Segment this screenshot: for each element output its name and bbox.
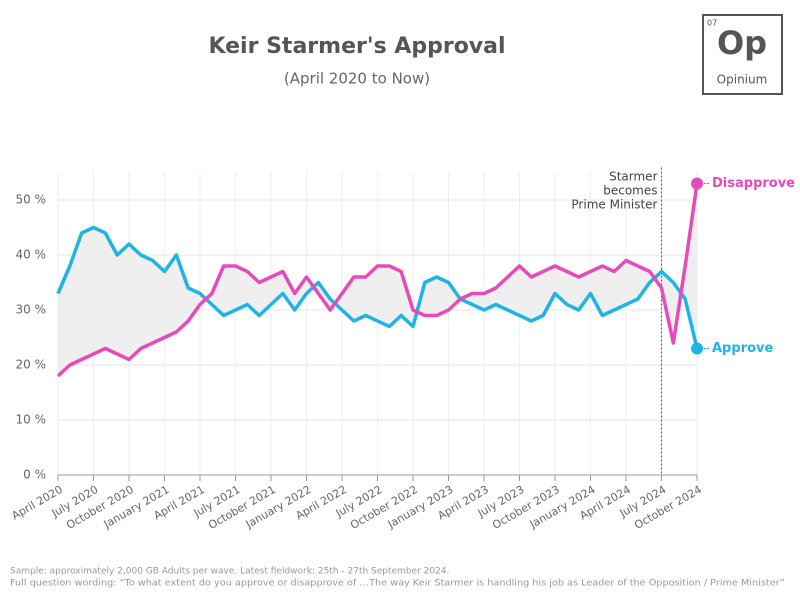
note: Full question wording: “To what extent d… bbox=[10, 579, 785, 589]
logo-number: 07 bbox=[707, 19, 717, 28]
y-tick-label: 0 % bbox=[23, 468, 46, 482]
logo-box bbox=[702, 14, 783, 95]
series-label: Disapprove bbox=[712, 176, 795, 191]
end-marker bbox=[691, 342, 703, 355]
annotation-text: Starmer bbox=[609, 170, 657, 184]
y-tick-label: 40 % bbox=[16, 248, 47, 262]
gap-area bbox=[58, 183, 697, 376]
chart-subtitle: (April 2020 to Now) bbox=[284, 70, 430, 88]
note: Sample: approximately 2,000 GB Adults pe… bbox=[10, 567, 449, 577]
y-tick-label: 10 % bbox=[16, 413, 47, 427]
series-line bbox=[56, 225, 699, 349]
end-marker bbox=[691, 177, 703, 190]
y-tick-label: 30 % bbox=[16, 303, 47, 317]
series-line bbox=[56, 183, 699, 378]
series-label: Approve bbox=[712, 341, 773, 356]
annotation-text: Prime Minister bbox=[571, 198, 657, 212]
y-tick-label: 20 % bbox=[16, 358, 47, 372]
logo-name: Opinium bbox=[717, 73, 768, 87]
annotation-text: becomes bbox=[603, 184, 657, 198]
y-tick-label: 50 % bbox=[16, 193, 47, 207]
logo-symbol: Op bbox=[717, 24, 767, 62]
chart-title: Keir Starmer's Approval bbox=[208, 34, 505, 59]
